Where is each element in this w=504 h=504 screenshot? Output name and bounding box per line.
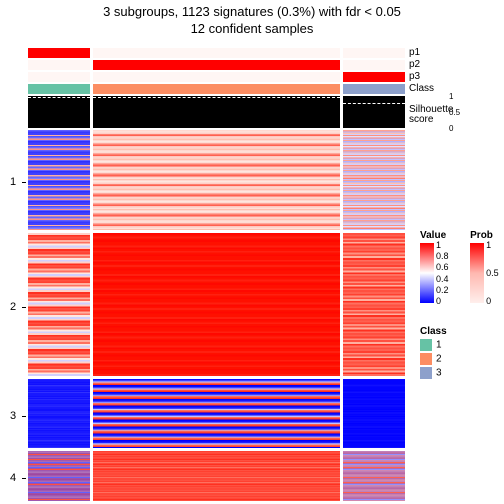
value-legend: Value 10.80.60.40.20 Prob 10.50 — [420, 230, 493, 303]
p3-label: p3 — [409, 71, 420, 82]
class-legend-items: 123 — [420, 339, 447, 379]
class-swatch-2 — [420, 353, 432, 365]
class-legend-title: Class — [420, 326, 447, 337]
value-gradient — [420, 243, 434, 303]
class-label: Class — [409, 83, 434, 94]
row-cluster-1: 1 — [10, 176, 16, 188]
p2-label: p2 — [409, 59, 420, 70]
row-cluster-2: 2 — [10, 301, 16, 313]
class-legend: Class 123 — [420, 326, 447, 381]
class-swatch-3 — [420, 367, 432, 379]
prob-ticks: 10.50 — [486, 240, 499, 306]
title-line-1: 3 subgroups, 1123 signatures (0.3%) with… — [0, 4, 504, 21]
title-line-2: 12 confident samples — [0, 21, 504, 38]
prob-gradient — [470, 243, 484, 303]
value-ticks: 10.80.60.40.20 — [436, 240, 449, 306]
plot-title: 3 subgroups, 1123 signatures (0.3%) with… — [0, 4, 504, 38]
class-swatch-1 — [420, 339, 432, 351]
heatmap-plot: p1p2p3ClassSilhouettescore10.501234 — [28, 48, 410, 501]
p1-label: p1 — [409, 47, 420, 58]
row-cluster-3: 3 — [10, 410, 16, 422]
row-cluster-4: 4 — [10, 472, 16, 484]
